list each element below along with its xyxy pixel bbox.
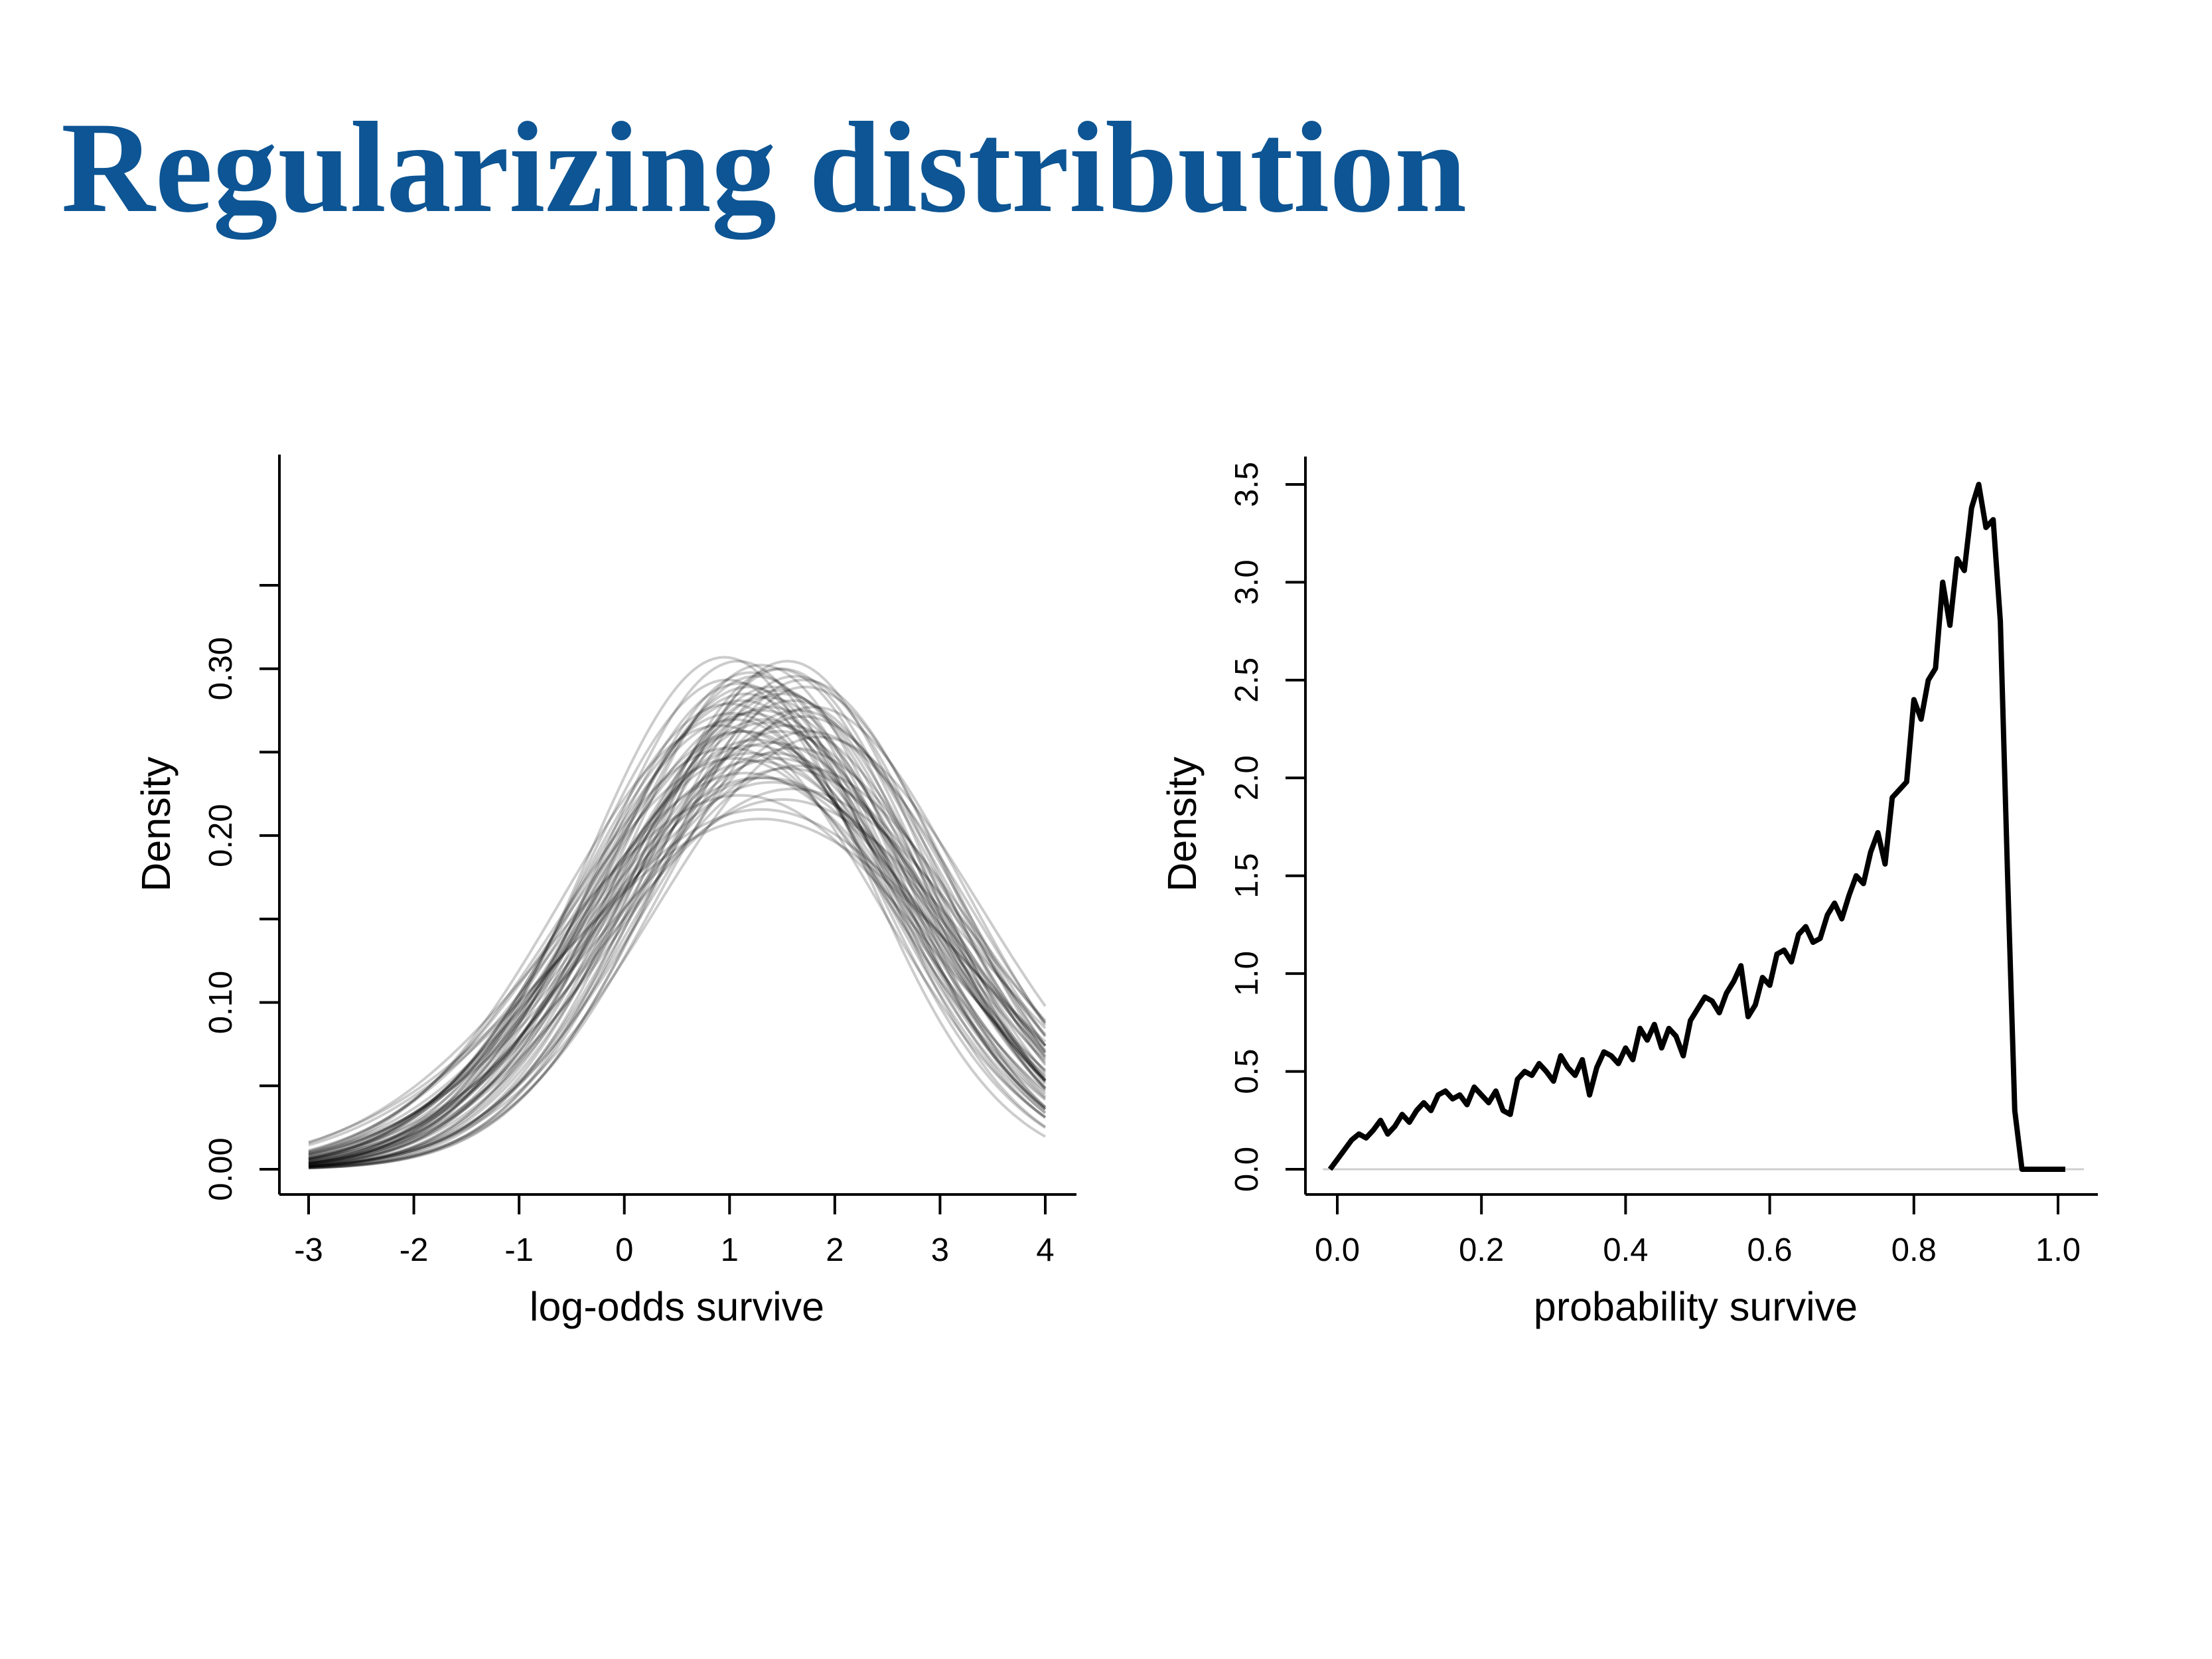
density-curve: [308, 699, 1047, 1169]
density-curve: [308, 709, 1047, 1168]
x-tick-label: 0.6: [1747, 1232, 1793, 1268]
density-line: [1327, 482, 2065, 1172]
x-tick-label: 0: [615, 1232, 633, 1268]
y-tick-label: 3.0: [1229, 559, 1265, 605]
density-curve: [308, 752, 1047, 1162]
density-curve: [308, 667, 1047, 1169]
density-curve: [308, 721, 1047, 1165]
y-tick-label: 3.5: [1229, 462, 1265, 507]
density-curve: [308, 671, 1047, 1167]
density-curve: [308, 764, 1047, 1163]
density-curve: [308, 724, 1047, 1156]
y-tick-label: 2.5: [1229, 658, 1265, 703]
density-curve: [308, 685, 1047, 1169]
y-axis-title: Density: [133, 757, 179, 892]
density-curve: [308, 692, 1047, 1165]
density-curve: [308, 718, 1047, 1160]
density-curve: [308, 735, 1047, 1168]
density-curve: [308, 759, 1047, 1157]
density-curve: [308, 766, 1047, 1161]
density-curve: [308, 689, 1047, 1168]
density-curve: [308, 741, 1047, 1163]
density-curve: [308, 757, 1047, 1153]
density-curve: [308, 685, 1047, 1168]
probability-density-chart: 0.0 0.2 0.4 0.6 0.8 1.0 0.0 0.5 1.0 1.5 2.0 2.5 3.0 3…: [1159, 457, 2098, 1329]
x-tick-label: 1.0: [2035, 1232, 2081, 1268]
density-curve: [308, 744, 1047, 1159]
density-curve: [308, 808, 1047, 1147]
density-curve: [308, 747, 1047, 1165]
y-tick-label: 0.10: [203, 971, 239, 1034]
y-tick-label: 0.30: [203, 637, 239, 700]
x-tick-label: 0.4: [1603, 1232, 1648, 1268]
density-curve: [308, 711, 1047, 1161]
x-tick-label: -2: [400, 1232, 429, 1268]
density-curves: [308, 656, 1047, 1170]
density-curve: [308, 705, 1047, 1169]
density-curve: [308, 718, 1047, 1165]
y-tick-label: 1.5: [1229, 853, 1265, 899]
density-curve: [308, 678, 1047, 1170]
x-tick-label: 4: [1036, 1232, 1054, 1268]
y-tick-label: 1.0: [1229, 951, 1265, 996]
density-curve: [308, 730, 1047, 1167]
density-curve: [308, 678, 1047, 1164]
x-tick-label: -3: [294, 1232, 323, 1268]
y-tick-label: 0.20: [203, 804, 239, 867]
density-curve: [308, 747, 1047, 1154]
y-tick-label: 2.0: [1229, 755, 1265, 800]
density-curve: [308, 682, 1047, 1165]
density-curve: [308, 798, 1047, 1155]
density-curve: [308, 675, 1047, 1169]
density-curve: [308, 730, 1047, 1165]
density-curve: [308, 656, 1047, 1166]
density-curve: [308, 695, 1047, 1167]
y-tick-label: 0.0: [1229, 1147, 1265, 1192]
density-curve: [308, 776, 1047, 1155]
x-axis-title: log-odds survive: [530, 1284, 824, 1329]
density-curve: [308, 787, 1047, 1159]
y-axis-title: Density: [1159, 757, 1205, 892]
density-curve: [308, 752, 1047, 1157]
density-curve: [308, 730, 1047, 1159]
density-curve: [308, 667, 1047, 1169]
density-curve: [308, 776, 1047, 1156]
x-tick-label: 0.8: [1891, 1232, 1937, 1268]
density-curve: [308, 757, 1047, 1161]
density-curve: [308, 692, 1047, 1168]
density-curve: [308, 780, 1047, 1156]
x-tick-label: 3: [931, 1232, 949, 1268]
density-curve: [308, 771, 1047, 1152]
y-tick-label: 0.5: [1229, 1049, 1265, 1094]
density-curve: [308, 709, 1047, 1165]
density-curve: [308, 660, 1047, 1167]
density-curve: [308, 674, 1047, 1167]
x-axis-title: probability survive: [1534, 1284, 1858, 1329]
density-curve: [308, 818, 1047, 1144]
log-odds-density-chart: -3 -2 -1 0 1 2 3 4 0.00 0.10 0.20 0.30 log-odds surv…: [133, 455, 1076, 1329]
x-tick-label: 0.0: [1315, 1232, 1360, 1268]
density-curve: [308, 794, 1047, 1145]
y-tick-label: 0.00: [203, 1137, 239, 1200]
x-tick-label: 2: [826, 1232, 844, 1268]
density-curve: [308, 724, 1047, 1167]
density-curve: [308, 685, 1047, 1166]
density-curve: [308, 699, 1047, 1164]
x-tick-label: 1: [721, 1232, 739, 1268]
density-curve: [308, 702, 1047, 1161]
x-tick-label: 0.2: [1459, 1232, 1504, 1268]
slide-title: Regularizing distribution: [61, 96, 1467, 240]
density-curve: [308, 660, 1047, 1170]
density-curve: [308, 715, 1047, 1168]
density-curve: [308, 705, 1047, 1167]
x-tick-label: -1: [504, 1232, 534, 1268]
density-curve: [308, 664, 1047, 1169]
density-curve: [308, 711, 1047, 1163]
density-curve: [308, 730, 1047, 1161]
density-curve: [308, 738, 1047, 1161]
